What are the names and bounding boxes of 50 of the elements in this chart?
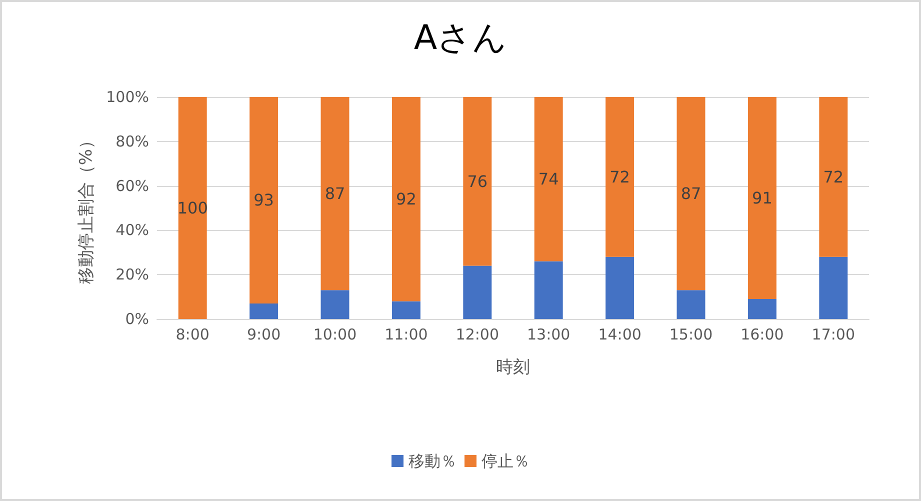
y-axis-title: 移動停止割合（%） xyxy=(76,132,96,284)
bar xyxy=(748,97,776,300)
bar xyxy=(463,97,492,266)
bar xyxy=(320,290,350,319)
y-tick-label: 20% xyxy=(116,266,149,284)
x-tick-label: 13:00 xyxy=(526,326,570,344)
x-axis-title: 時刻 xyxy=(496,358,530,378)
y-tick-label: 80% xyxy=(116,132,149,150)
x-tick-label: 11:00 xyxy=(384,326,428,344)
y-tick-label: 40% xyxy=(116,221,149,240)
legend-label: 移動％ xyxy=(408,452,456,470)
x-tick-label: 15:00 xyxy=(669,326,713,344)
bar xyxy=(676,97,706,290)
bar xyxy=(534,97,563,262)
bar xyxy=(463,266,492,319)
legend-label: 停止％ xyxy=(482,452,530,470)
bar xyxy=(320,97,350,290)
y-tick-label: 100% xyxy=(106,88,149,106)
x-tick-label: 8:00 xyxy=(176,326,210,344)
data-label: 87 xyxy=(324,184,346,204)
x-tick-label: 16:00 xyxy=(740,326,784,344)
data-label: 72 xyxy=(823,167,844,186)
chart-title: Aさん xyxy=(414,18,508,58)
bar xyxy=(676,290,706,319)
data-label: 72 xyxy=(610,167,630,186)
bar xyxy=(178,97,207,319)
x-tick-label: 17:00 xyxy=(812,326,856,344)
y-tick-label: 0% xyxy=(125,310,149,328)
data-label: 92 xyxy=(396,190,416,209)
data-label: 93 xyxy=(254,190,274,210)
bar xyxy=(606,97,634,257)
bar xyxy=(819,97,848,257)
bar xyxy=(606,256,634,319)
data-label: 87 xyxy=(680,184,702,204)
bar xyxy=(819,256,848,319)
data-label: 100 xyxy=(177,198,208,218)
data-label: 74 xyxy=(538,170,559,189)
x-tick-label: 14:00 xyxy=(598,326,642,344)
y-tick-label: 60% xyxy=(116,176,149,195)
x-tick-label: 10:00 xyxy=(313,326,357,344)
data-label: 91 xyxy=(752,188,772,208)
bar xyxy=(392,301,420,319)
bar xyxy=(250,303,278,319)
data-label: 76 xyxy=(467,172,488,191)
x-tick-label: 9:00 xyxy=(246,326,281,344)
bar xyxy=(392,97,420,302)
bar xyxy=(534,261,563,319)
bar xyxy=(250,97,278,304)
bar xyxy=(748,299,776,319)
x-tick-label: 12:00 xyxy=(456,326,500,344)
